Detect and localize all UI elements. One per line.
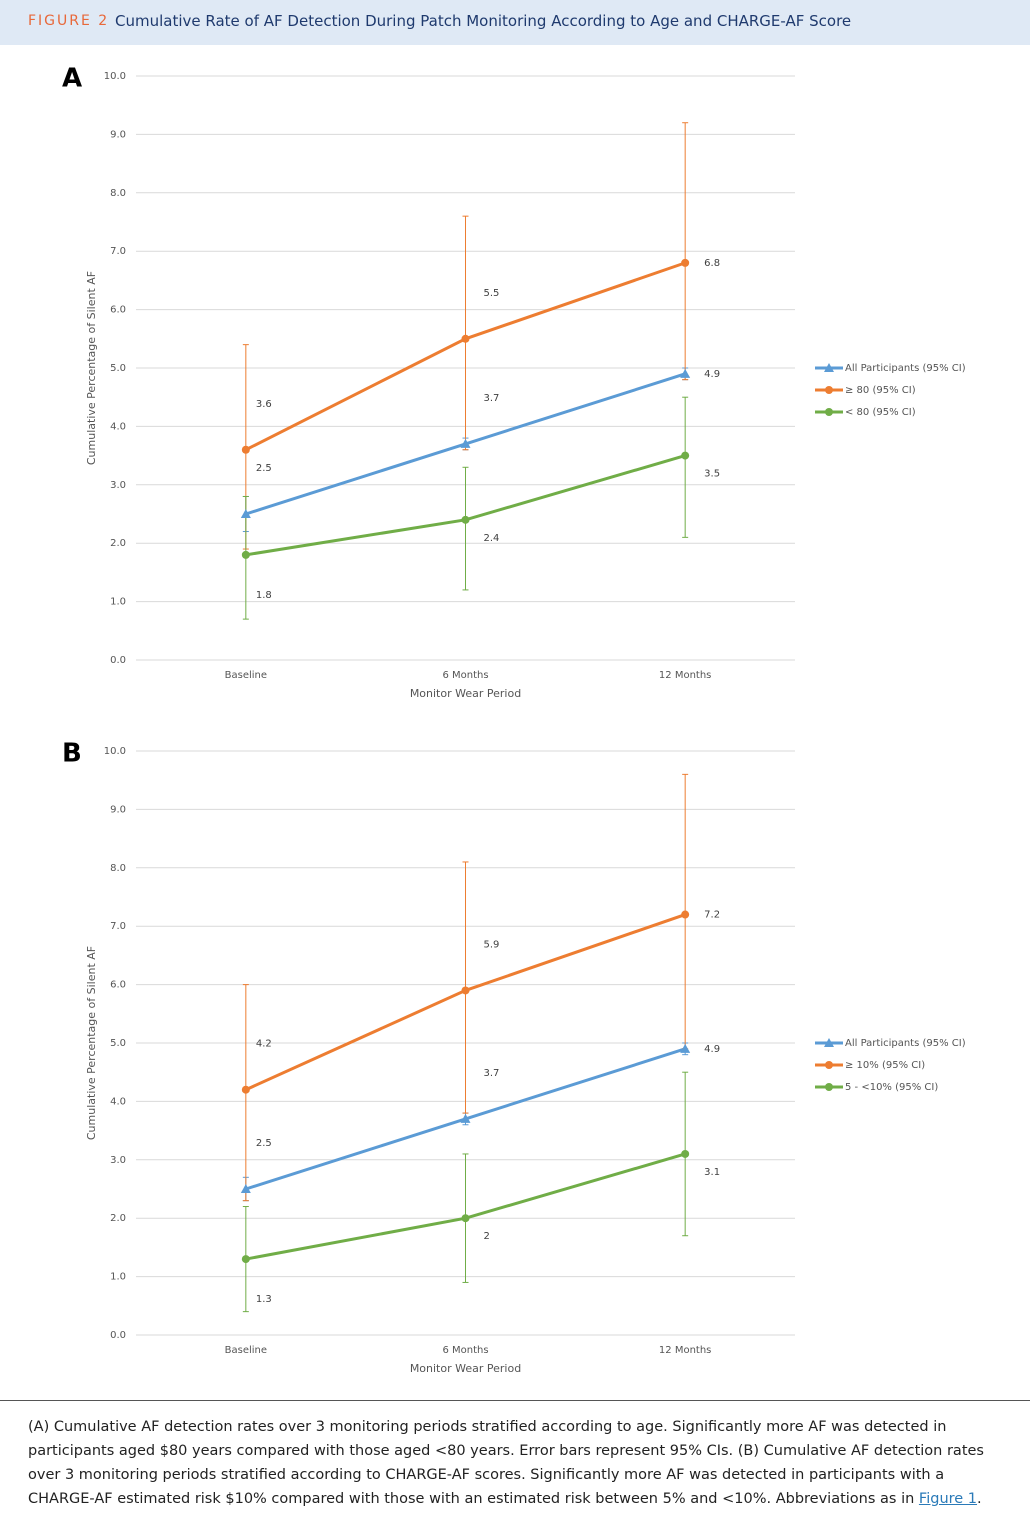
y-tick-label: 9.0	[110, 129, 126, 140]
legend-marker	[825, 408, 833, 416]
marker	[461, 1214, 470, 1223]
y-tick-label: 1.0	[110, 1272, 126, 1283]
marker	[461, 334, 470, 343]
y-tick-label: 5.0	[110, 1038, 126, 1049]
legend-label: 5 - <10% (95% CI)	[845, 1082, 938, 1093]
error-bar	[682, 396, 689, 538]
error-bar	[462, 466, 469, 591]
legend-label: < 80 (95% CI)	[845, 407, 916, 418]
x-tick-label: 12 Months	[659, 1345, 711, 1356]
y-tick-label: 7.0	[110, 921, 126, 932]
legend-label: ≥ 80 (95% CI)	[845, 385, 916, 396]
x-axis-label: Monitor Wear Period	[410, 687, 521, 700]
value-label: 4.2	[256, 1039, 272, 1050]
y-tick-label: 3.0	[110, 480, 126, 491]
y-tick-label: 6.0	[110, 305, 126, 316]
value-label: 2.5	[256, 463, 272, 474]
caption: (A) Cumulative AF detection rates over 3…	[0, 1400, 1030, 1536]
value-label: 1.8	[256, 590, 272, 601]
value-label: 1.3	[256, 1294, 272, 1305]
marker	[241, 1255, 250, 1264]
x-tick-label: Baseline	[225, 670, 267, 681]
error-bar	[462, 215, 469, 451]
y-tick-label: 3.0	[110, 1155, 126, 1166]
x-tick-label: 6 Months	[442, 670, 488, 681]
marker	[461, 986, 470, 995]
y-tick-label: 10.0	[104, 71, 126, 82]
x-tick-label: Baseline	[225, 1345, 267, 1356]
value-label: 5.5	[484, 288, 500, 299]
marker	[681, 910, 690, 919]
legend-marker	[824, 1038, 834, 1047]
figure-title: Cumulative Rate of AF Detection During P…	[115, 12, 852, 30]
y-axis-label: Cumulative Percentage of Silent AF	[85, 946, 98, 1140]
chart-b: B 0.0 1.0 2.0 3.0 4.0 5.0 6.0 7.0 8.0 9.0 10.0 Basel…	[62, 739, 966, 1376]
value-label: 4.9	[704, 369, 720, 380]
y-tick-label: 7.0	[110, 246, 126, 257]
y-axis-label: Cumulative Percentage of Silent AF	[85, 271, 98, 465]
x-tick-label: 12 Months	[659, 670, 711, 681]
y-tick-label: 0.0	[110, 655, 126, 666]
figure-link[interactable]: Figure 1	[918, 1491, 978, 1507]
value-label: 3.6	[256, 399, 272, 410]
y-tick-label: 4.0	[110, 421, 126, 432]
legend-marker	[824, 363, 834, 372]
marker	[680, 1043, 691, 1053]
marker	[240, 509, 251, 518]
panel-letter: B	[62, 739, 82, 769]
marker	[681, 1149, 690, 1158]
value-label: 5.9	[484, 939, 500, 950]
value-label: 2.5	[256, 1138, 272, 1149]
marker	[461, 515, 470, 524]
y-tick-label: 10.0	[104, 746, 126, 757]
legend-marker	[825, 1061, 833, 1069]
y-tick-label: 8.0	[110, 188, 126, 199]
value-label: 3.7	[484, 1068, 500, 1079]
chart-a: A 0.0 1.0 2.0 3.0 4.0 5.0 6.0 7.0 8.0 9.0 10.0 Basel…	[62, 64, 966, 701]
value-label: 4.9	[704, 1044, 720, 1055]
legend-label: ≥ 10% (95% CI)	[845, 1060, 925, 1071]
marker	[460, 1113, 471, 1123]
y-tick-label: 9.0	[110, 804, 126, 815]
y-tick-label: 0.0	[110, 1330, 126, 1341]
value-label: 3.1	[704, 1167, 720, 1178]
legend-marker	[825, 386, 833, 394]
marker	[681, 258, 690, 267]
figure-label: FIGURE 2	[28, 13, 110, 29]
y-tick-label: 1.0	[110, 597, 126, 608]
marker	[241, 550, 250, 559]
marker	[241, 445, 250, 454]
legend-label: All Participants (95% CI)	[845, 363, 966, 374]
legend-label: All Participants (95% CI)	[845, 1038, 966, 1049]
y-tick-label: 8.0	[110, 863, 126, 874]
marker	[241, 1085, 250, 1094]
y-tick-label: 6.0	[110, 980, 126, 991]
value-label: 2.4	[484, 533, 500, 544]
caption-end: .	[977, 1491, 982, 1507]
legend-marker	[825, 1083, 833, 1091]
x-axis-label: Monitor Wear Period	[410, 1362, 521, 1375]
figure-header: FIGURE 2 Cumulative Rate of AF Detection…	[0, 0, 1030, 45]
error-bar	[682, 122, 689, 381]
caption-text: (A) Cumulative AF detection rates over 3…	[28, 1419, 984, 1507]
marker	[680, 368, 691, 378]
y-tick-label: 2.0	[110, 1213, 126, 1224]
panel-letter: A	[62, 64, 82, 94]
marker	[460, 438, 471, 448]
marker	[240, 1184, 251, 1193]
y-tick-label: 5.0	[110, 363, 126, 374]
value-label: 2	[484, 1231, 490, 1242]
value-label: 7.2	[704, 910, 720, 921]
x-tick-label: 6 Months	[442, 1345, 488, 1356]
marker	[681, 451, 690, 460]
value-label: 3.7	[484, 393, 500, 404]
y-tick-label: 4.0	[110, 1096, 126, 1107]
y-tick-label: 2.0	[110, 538, 126, 549]
value-label: 6.8	[704, 258, 720, 269]
value-label: 3.5	[704, 469, 720, 480]
